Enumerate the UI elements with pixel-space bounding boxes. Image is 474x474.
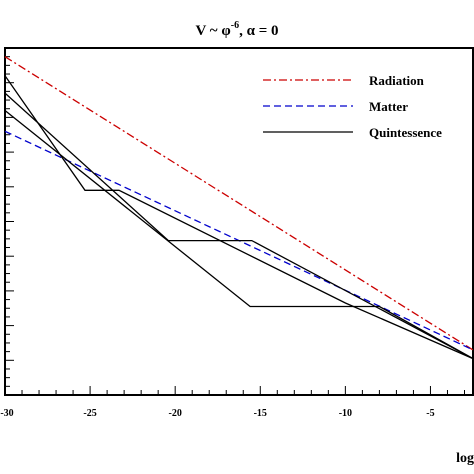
x-tick-label: -30 bbox=[0, 408, 13, 419]
title-main: V ~ φ bbox=[196, 23, 231, 39]
axis-ticks: -30 -25 -20 -15 -10 -5 bbox=[0, 47, 465, 419]
x-tick-label: -5 bbox=[426, 408, 434, 419]
x-tick-label: -15 bbox=[254, 408, 267, 419]
legend-label-quintessence: Quintessence bbox=[369, 125, 442, 140]
series-lines bbox=[4, 56, 474, 360]
series-quintessence-4 bbox=[4, 109, 474, 360]
legend: Radiation Matter Quintessence bbox=[263, 73, 442, 140]
series-quintessence bbox=[4, 75, 474, 360]
series-quintessence-3 bbox=[4, 92, 474, 360]
x-tick-label: -25 bbox=[83, 408, 96, 419]
chart-title: V ~ φ-6, α = 0 bbox=[196, 20, 279, 39]
title-rest: , α = 0 bbox=[239, 23, 278, 39]
legend-label-radiation: Radiation bbox=[369, 73, 425, 88]
x-tick-label: -10 bbox=[339, 408, 352, 419]
x-tick-label: -20 bbox=[169, 408, 182, 419]
title-superscript: -6 bbox=[231, 20, 239, 31]
series-radiation bbox=[4, 56, 474, 351]
x-axis-label: log bbox=[456, 451, 474, 466]
legend-label-matter: Matter bbox=[369, 99, 408, 114]
